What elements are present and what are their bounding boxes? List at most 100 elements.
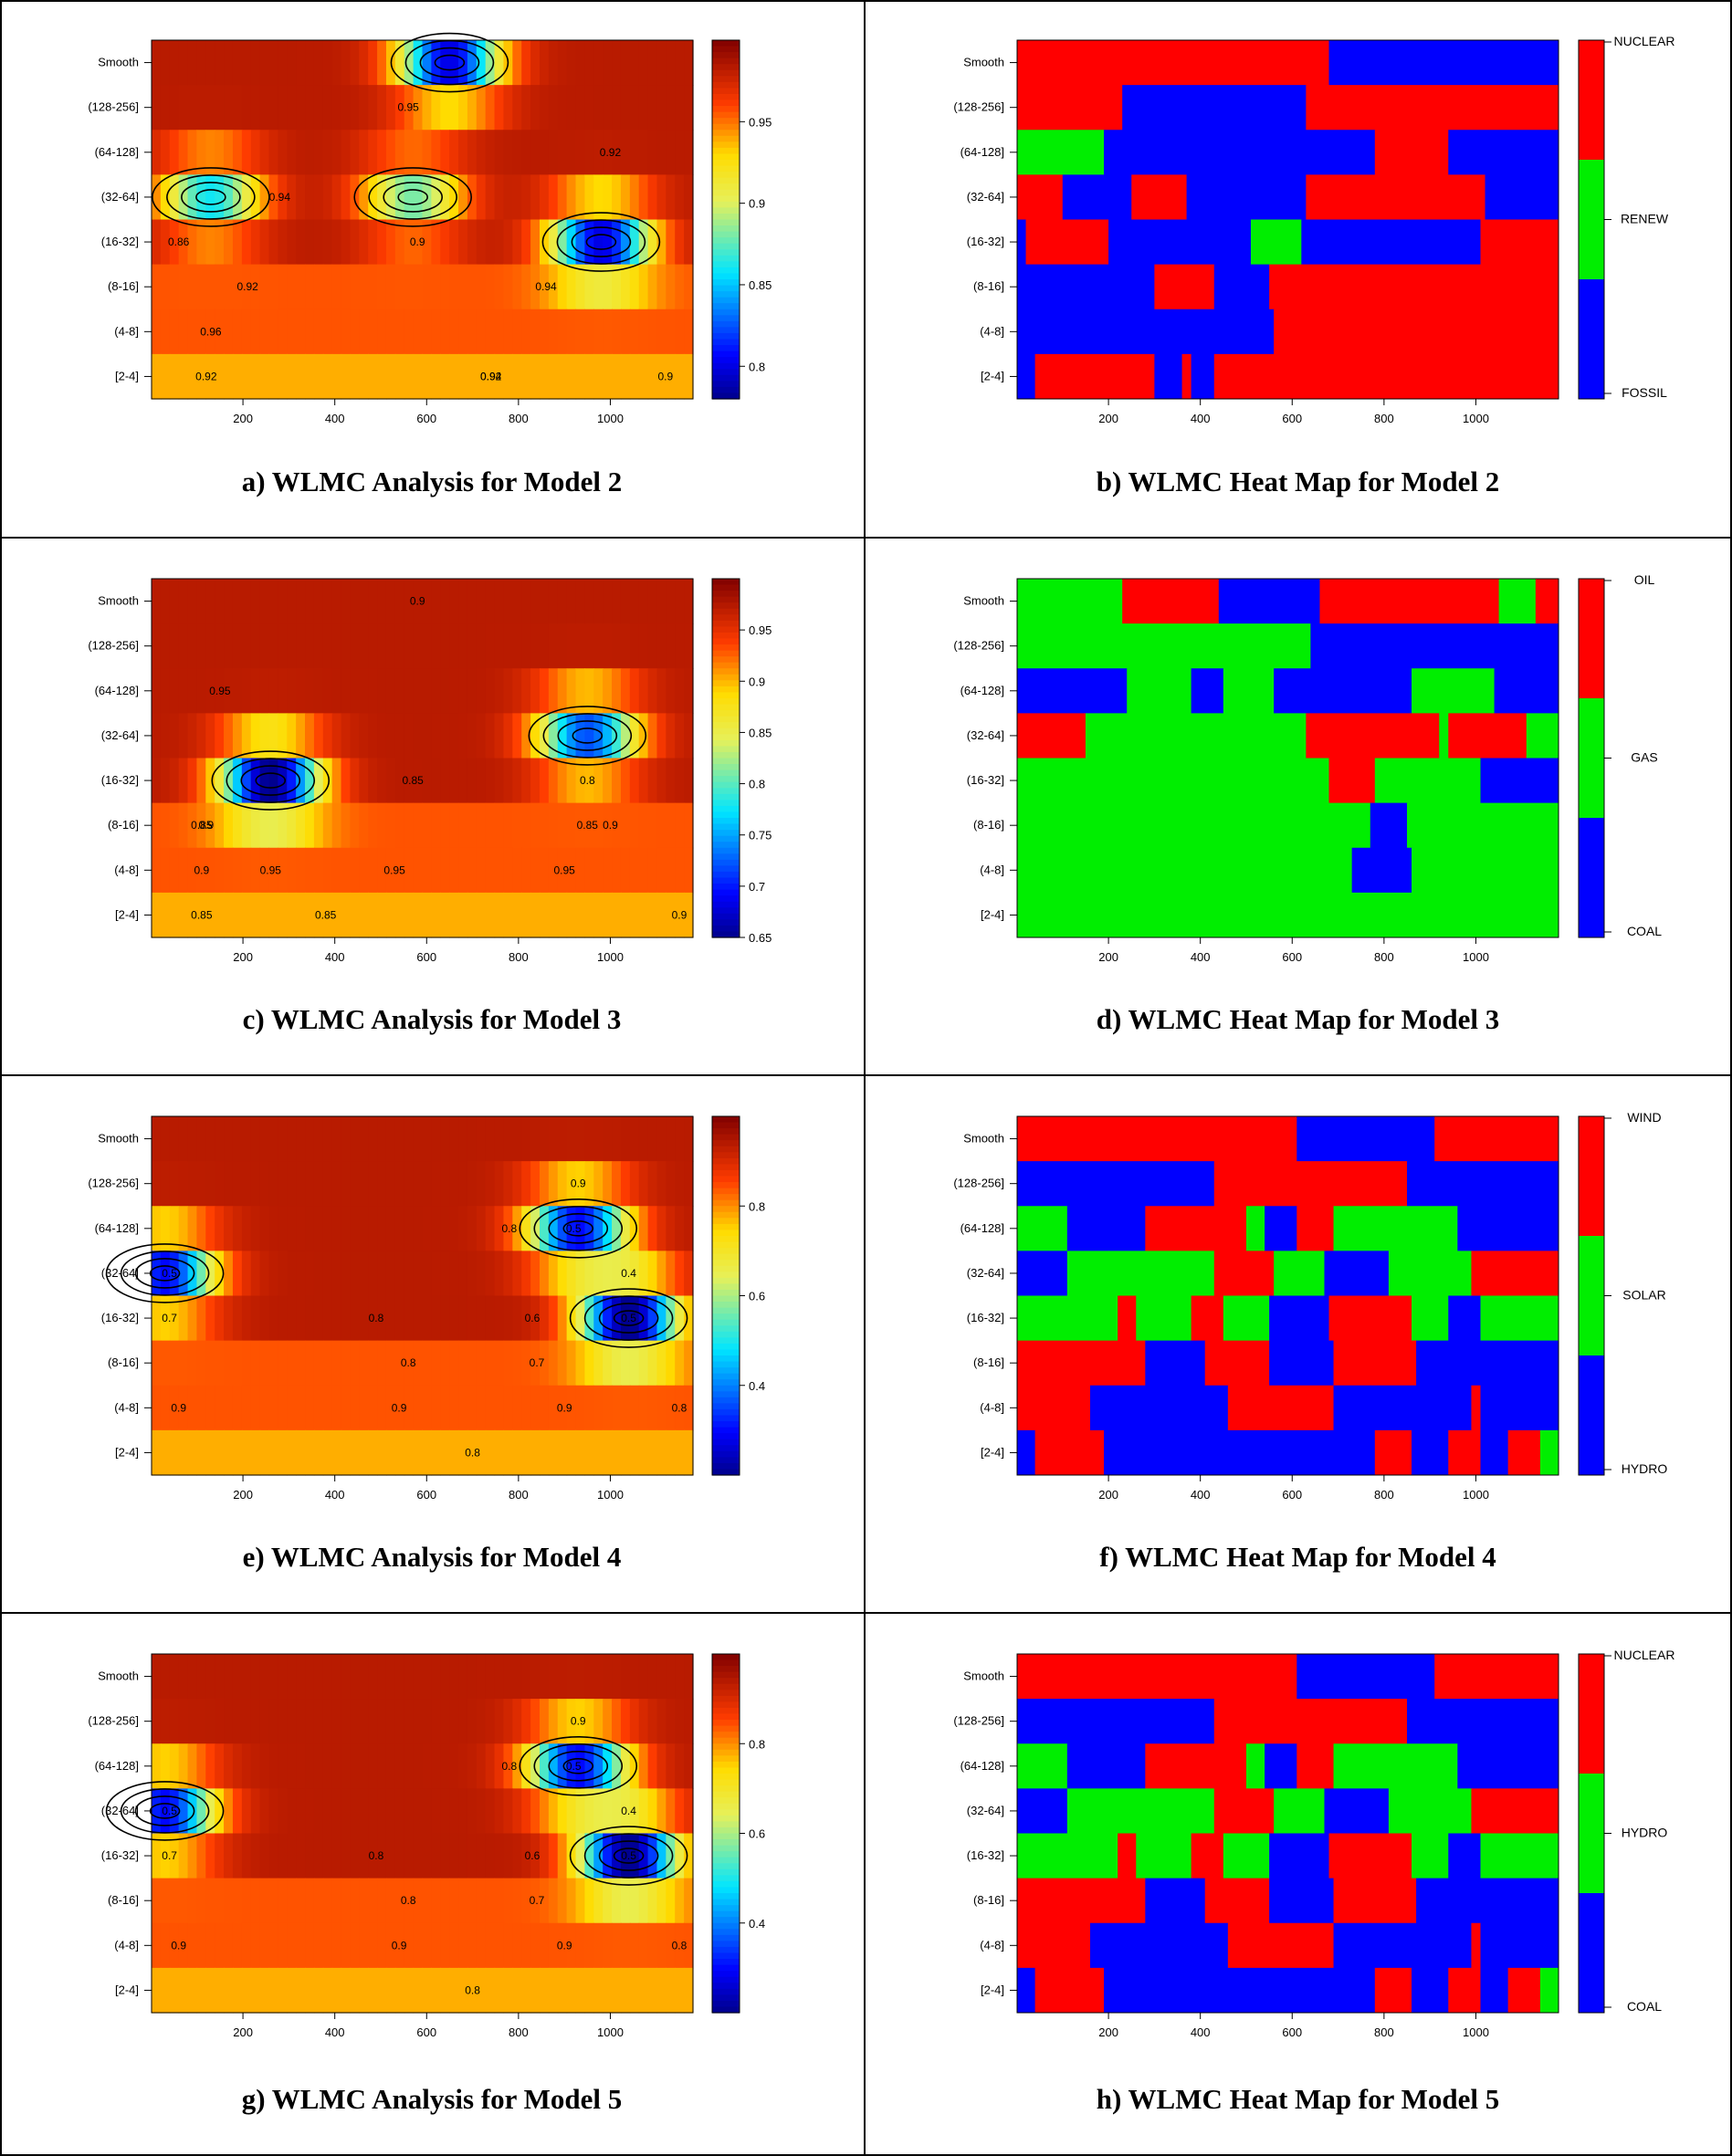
legend-label: FOSSIL — [1622, 385, 1667, 400]
contour-line — [598, 1303, 659, 1334]
heat-cell — [656, 1385, 667, 1431]
contour-label: 0.5 — [621, 1849, 636, 1862]
heat-cell — [169, 623, 180, 669]
heat-cell — [341, 892, 352, 938]
heatmap-block — [1274, 1788, 1325, 1834]
heat-cell — [548, 623, 559, 669]
heatmap-block — [1127, 668, 1192, 714]
contour-label: 0.9 — [410, 595, 425, 608]
heat-cell — [377, 1206, 387, 1251]
heat-cell — [278, 1206, 288, 1251]
heat-cell — [603, 1654, 613, 1700]
heat-cell — [368, 85, 378, 131]
heat-cell — [666, 1833, 676, 1879]
heat-cell — [322, 1878, 333, 1924]
colorbar-segment — [712, 1169, 740, 1177]
colorbar-segment — [712, 1749, 740, 1756]
heat-cell — [160, 1340, 171, 1387]
colorbar-segment — [712, 1994, 740, 2002]
heat-cell — [232, 1699, 243, 1744]
heat-cell — [215, 668, 225, 714]
heat-cell — [485, 1206, 496, 1251]
heat-cell — [647, 1922, 658, 1969]
heat-cell — [215, 713, 225, 759]
contour-label: 0.7 — [530, 1356, 545, 1369]
heat-cell — [178, 1161, 189, 1207]
heat-cell — [341, 758, 352, 804]
heat-cell — [647, 1833, 658, 1879]
colorbar-segment — [712, 1659, 740, 1667]
heat-cell — [152, 130, 162, 175]
x-tick-label: 600 — [416, 950, 436, 964]
heat-cell — [268, 1251, 278, 1297]
heat-cell — [215, 623, 225, 669]
heat-cell — [620, 847, 631, 894]
heat-cell — [341, 847, 352, 894]
heatmap-block — [1296, 1743, 1335, 1789]
heat-cell — [638, 1654, 649, 1700]
colorbar-segment — [712, 1779, 740, 1786]
heat-cell — [494, 353, 505, 400]
heat-cell — [620, 1699, 631, 1744]
heat-cell — [259, 892, 270, 938]
heat-cell — [169, 847, 180, 894]
heat-cell — [152, 174, 162, 221]
heat-cell — [656, 758, 667, 804]
heat-cell — [350, 668, 360, 714]
colorbar-segment — [712, 1905, 740, 1912]
panel-caption: a) WLMC Analysis for Model 2 — [241, 466, 623, 497]
heatmap-block — [1333, 1878, 1417, 1924]
heat-cell — [278, 758, 288, 804]
heat-cell — [169, 892, 180, 938]
heat-cell — [341, 1743, 352, 1789]
heat-cell — [656, 1429, 667, 1476]
heat-cell — [215, 85, 225, 131]
y-tick-label: (4-8] — [114, 324, 139, 338]
heat-cell — [359, 1251, 369, 1297]
heat-cell — [377, 1967, 387, 2014]
heat-cell — [305, 1743, 315, 1789]
heat-cell — [612, 1788, 622, 1835]
heat-cell — [620, 1340, 631, 1387]
heat-cell — [566, 1251, 577, 1297]
heat-cell — [241, 713, 252, 759]
heat-cell — [350, 579, 360, 624]
heat-cell — [394, 1878, 405, 1924]
heat-cell — [377, 802, 387, 849]
heat-cell — [385, 802, 396, 849]
heat-cell — [422, 1743, 432, 1789]
heat-cell — [503, 1833, 513, 1879]
heatmap-block — [1434, 1116, 1559, 1162]
heat-cell — [512, 1922, 522, 1969]
colorbar-segment — [712, 1319, 740, 1326]
colorbar-segment — [712, 1851, 740, 1858]
heat-cell — [603, 130, 613, 175]
legend-label: HYDRO — [1622, 1461, 1668, 1476]
heat-cell — [278, 1878, 288, 1924]
heat-cell — [196, 130, 206, 175]
heat-cell — [539, 40, 550, 86]
heat-cell — [612, 847, 622, 894]
heat-cell — [305, 40, 315, 86]
heat-cell — [377, 174, 387, 221]
heat-cell — [422, 1251, 432, 1297]
heat-cell — [205, 130, 215, 175]
heat-cell — [503, 892, 513, 938]
heat-cell — [530, 1922, 541, 1969]
chart-f: WINDSOLARHYDROSmooth(128-256](64-128](32… — [953, 1110, 1668, 1502]
heat-cell — [512, 1654, 522, 1700]
heat-cell — [612, 1833, 622, 1879]
heat-cell — [422, 1654, 432, 1700]
heat-cell — [205, 1116, 215, 1162]
heat-cell — [259, 1743, 270, 1789]
heatmap-block — [1122, 579, 1220, 624]
heat-cell — [638, 1340, 649, 1387]
heat-cell — [629, 1654, 640, 1700]
heat-cell — [413, 579, 424, 624]
heat-cell — [385, 1967, 396, 2014]
heat-cell — [494, 1161, 505, 1207]
heat-cell — [629, 264, 640, 310]
heat-cell — [152, 85, 162, 131]
x-tick-label: 800 — [1374, 412, 1394, 425]
heat-cell — [404, 264, 415, 310]
